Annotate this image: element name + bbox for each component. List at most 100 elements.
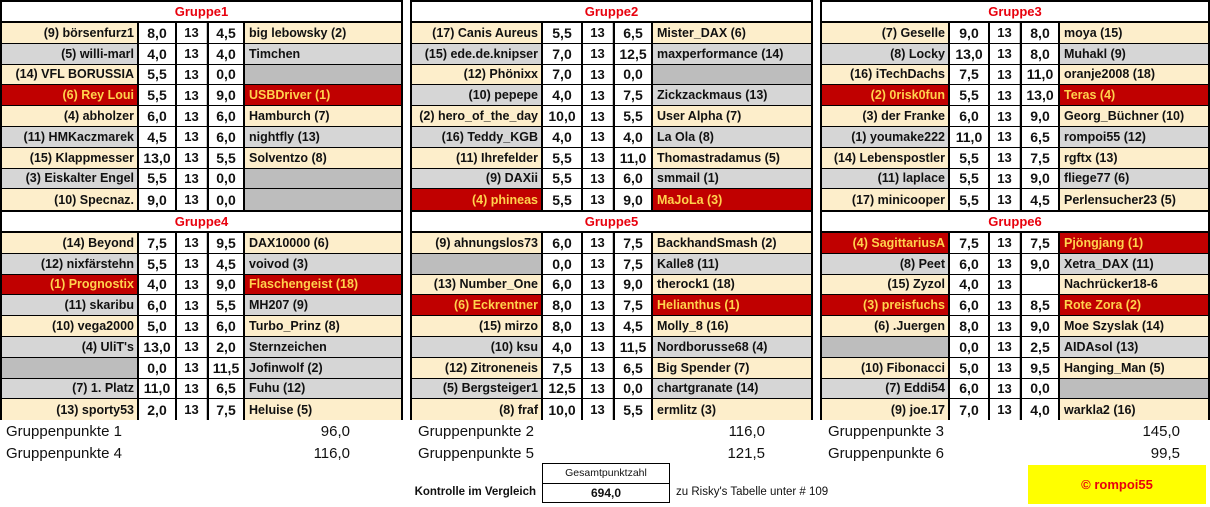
score-right[interactable]: 11,0: [1020, 64, 1060, 85]
table-row[interactable]: (1) youmake222 11,0 13 6,5 rompoi55 (12): [822, 126, 1208, 148]
round-number[interactable]: 13: [583, 253, 613, 274]
score-right[interactable]: 9,0: [1020, 168, 1060, 189]
score-left[interactable]: 6,0: [139, 106, 177, 126]
score-right[interactable]: 2,5: [1020, 336, 1060, 357]
table-row[interactable]: (2) hero_of_the_day 10,0 13 5,5 User Alpha (…: [412, 106, 811, 127]
round-number[interactable]: 13: [583, 23, 613, 43]
player-name-right[interactable]: [653, 64, 811, 85]
table-row[interactable]: (10) pepepe 4,0 13 7,5 Zickzackmaus (13): [412, 85, 811, 107]
score-left[interactable]: 6,0: [950, 253, 990, 274]
player-name-right[interactable]: Big Spender (7): [653, 357, 811, 378]
player-name-right[interactable]: moya (15): [1060, 23, 1208, 43]
player-name-right[interactable]: BackhandSmash (2): [653, 233, 811, 253]
player-name-right[interactable]: Xetra_DAX (11): [1060, 253, 1208, 274]
round-number[interactable]: 13: [583, 43, 613, 64]
player-name-left[interactable]: (2) 0risk0fun: [822, 85, 950, 106]
player-name-right[interactable]: [245, 168, 401, 189]
table-row[interactable]: (4) phineas 5,5 13 9,0 MaJoLa (3): [412, 189, 811, 211]
player-name-right[interactable]: Georg_Büchner (10): [1060, 106, 1208, 126]
table-row[interactable]: (15) Zyzol 4,0 13 Nachrücker18-6: [822, 274, 1208, 296]
table-row[interactable]: (8) Locky 13,0 13 8,0 Muhakl (9): [822, 43, 1208, 65]
round-number[interactable]: 13: [583, 189, 613, 211]
round-number[interactable]: 13: [177, 357, 207, 378]
table-row[interactable]: (6) Eckrentner 8,0 13 7,5 Helianthus (1): [412, 295, 811, 317]
round-number[interactable]: 13: [177, 106, 207, 126]
score-right[interactable]: 2,0: [207, 336, 245, 357]
table-row[interactable]: (3) Eiskalter Engel 5,5 13 0,0: [2, 168, 401, 190]
table-row[interactable]: (11) HMKaczmarek 4,5 13 6,0 nightfly (13): [2, 126, 401, 148]
round-number[interactable]: 13: [177, 126, 207, 147]
score-right[interactable]: 9,0: [207, 274, 245, 295]
score-left[interactable]: 5,5: [139, 64, 177, 85]
score-right[interactable]: 8,5: [1020, 295, 1060, 316]
table-row[interactable]: (9) joe.17 7,0 13 4,0 warkla2 (16): [822, 399, 1208, 421]
player-name-right[interactable]: [245, 189, 401, 211]
player-name-right[interactable]: Moe Szyslak (14): [1060, 316, 1208, 336]
player-name-left[interactable]: [2, 357, 139, 378]
round-number[interactable]: 13: [583, 399, 613, 421]
player-name-right[interactable]: fliege77 (6): [1060, 168, 1208, 189]
round-number[interactable]: 13: [583, 378, 613, 399]
player-name-right[interactable]: AIDAsol (13): [1060, 336, 1208, 357]
score-left[interactable]: 6,0: [950, 295, 990, 316]
player-name-right[interactable]: smmail (1): [653, 168, 811, 189]
table-row[interactable]: 0,0 13 7,5 Kalle8 (11): [412, 253, 811, 275]
score-left[interactable]: 4,0: [543, 85, 583, 106]
player-name-right[interactable]: voivod (3): [245, 253, 401, 274]
table-row[interactable]: (9) ahnungslos73 6,0 13 7,5 BackhandSmash (2…: [412, 233, 811, 254]
round-number[interactable]: 13: [990, 106, 1020, 126]
score-left[interactable]: 7,5: [139, 233, 177, 253]
table-row[interactable]: (9) DAXii 5,5 13 6,0 smmail (1): [412, 168, 811, 190]
player-name-right[interactable]: DAX10000 (6): [245, 233, 401, 253]
player-name-right[interactable]: Turbo_Prinz (8): [245, 316, 401, 336]
table-row[interactable]: (14) Lebenspostler 5,5 13 7,5 rgftx (13): [822, 147, 1208, 169]
player-name-right[interactable]: oranje2008 (18): [1060, 64, 1208, 85]
player-name-left[interactable]: (3) Eiskalter Engel: [2, 168, 139, 189]
player-name-right[interactable]: Helianthus (1): [653, 295, 811, 316]
table-row[interactable]: (11) skaribu 6,0 13 5,5 MH207 (9): [2, 295, 401, 317]
score-right[interactable]: 7,5: [613, 85, 653, 106]
score-left[interactable]: 5,5: [543, 189, 583, 211]
player-name-left[interactable]: (9) DAXii: [412, 168, 543, 189]
round-number[interactable]: 13: [990, 64, 1020, 85]
round-number[interactable]: 13: [990, 253, 1020, 274]
score-left[interactable]: 5,5: [139, 85, 177, 106]
table-row[interactable]: 0,0 13 2,5 AIDAsol (13): [822, 336, 1208, 358]
score-left[interactable]: 5,5: [543, 147, 583, 168]
score-right[interactable]: 6,0: [207, 316, 245, 336]
score-right[interactable]: 11,5: [613, 336, 653, 357]
player-name-left[interactable]: (6) .Juergen: [822, 316, 950, 336]
player-name-left[interactable]: (5) willi-marl: [2, 43, 139, 64]
round-number[interactable]: 13: [990, 147, 1020, 168]
table-row[interactable]: (15) Klappmesser 13,0 13 5,5 Solventzo (8): [2, 147, 401, 169]
player-name-left[interactable]: (11) skaribu: [2, 295, 139, 316]
round-number[interactable]: 13: [583, 233, 613, 253]
player-name-right[interactable]: MH207 (9): [245, 295, 401, 316]
table-row[interactable]: (7) 1. Platz 11,0 13 6,5 Fuhu (12): [2, 378, 401, 400]
player-name-left[interactable]: (4) phineas: [412, 189, 543, 211]
player-name-left[interactable]: (11) laplace: [822, 168, 950, 189]
score-right[interactable]: 6,5: [207, 378, 245, 399]
table-row[interactable]: (16) Teddy_KGB 4,0 13 4,0 La Ola (8): [412, 126, 811, 148]
player-name-left[interactable]: (17) minicooper: [822, 189, 950, 211]
player-name-left[interactable]: (4) UliT's: [2, 336, 139, 357]
score-left[interactable]: 5,5: [950, 189, 990, 211]
player-name-left[interactable]: (1) youmake222: [822, 126, 950, 147]
player-name-left[interactable]: (14) Lebenspostler: [822, 147, 950, 168]
score-right[interactable]: 8,0: [1020, 43, 1060, 64]
round-number[interactable]: 13: [583, 336, 613, 357]
table-row[interactable]: (17) Canis Aureus 5,5 13 6,5 Mister_DAX (6): [412, 23, 811, 44]
score-left[interactable]: 0,0: [543, 253, 583, 274]
score-right[interactable]: 4,5: [207, 23, 245, 43]
player-name-right[interactable]: maxperformance (14): [653, 43, 811, 64]
table-row[interactable]: (4) UliT's 13,0 13 2,0 Sternzeichen: [2, 336, 401, 358]
round-number[interactable]: 13: [177, 295, 207, 316]
score-left[interactable]: 4,0: [543, 336, 583, 357]
player-name-left[interactable]: (12) Zitroneneis: [412, 357, 543, 378]
player-name-right[interactable]: Teras (4): [1060, 85, 1208, 106]
score-right[interactable]: 12,5: [613, 43, 653, 64]
score-left[interactable]: 7,0: [950, 399, 990, 421]
round-number[interactable]: 13: [177, 316, 207, 336]
round-number[interactable]: 13: [990, 23, 1020, 43]
player-name-left[interactable]: (7) Eddi54: [822, 378, 950, 399]
